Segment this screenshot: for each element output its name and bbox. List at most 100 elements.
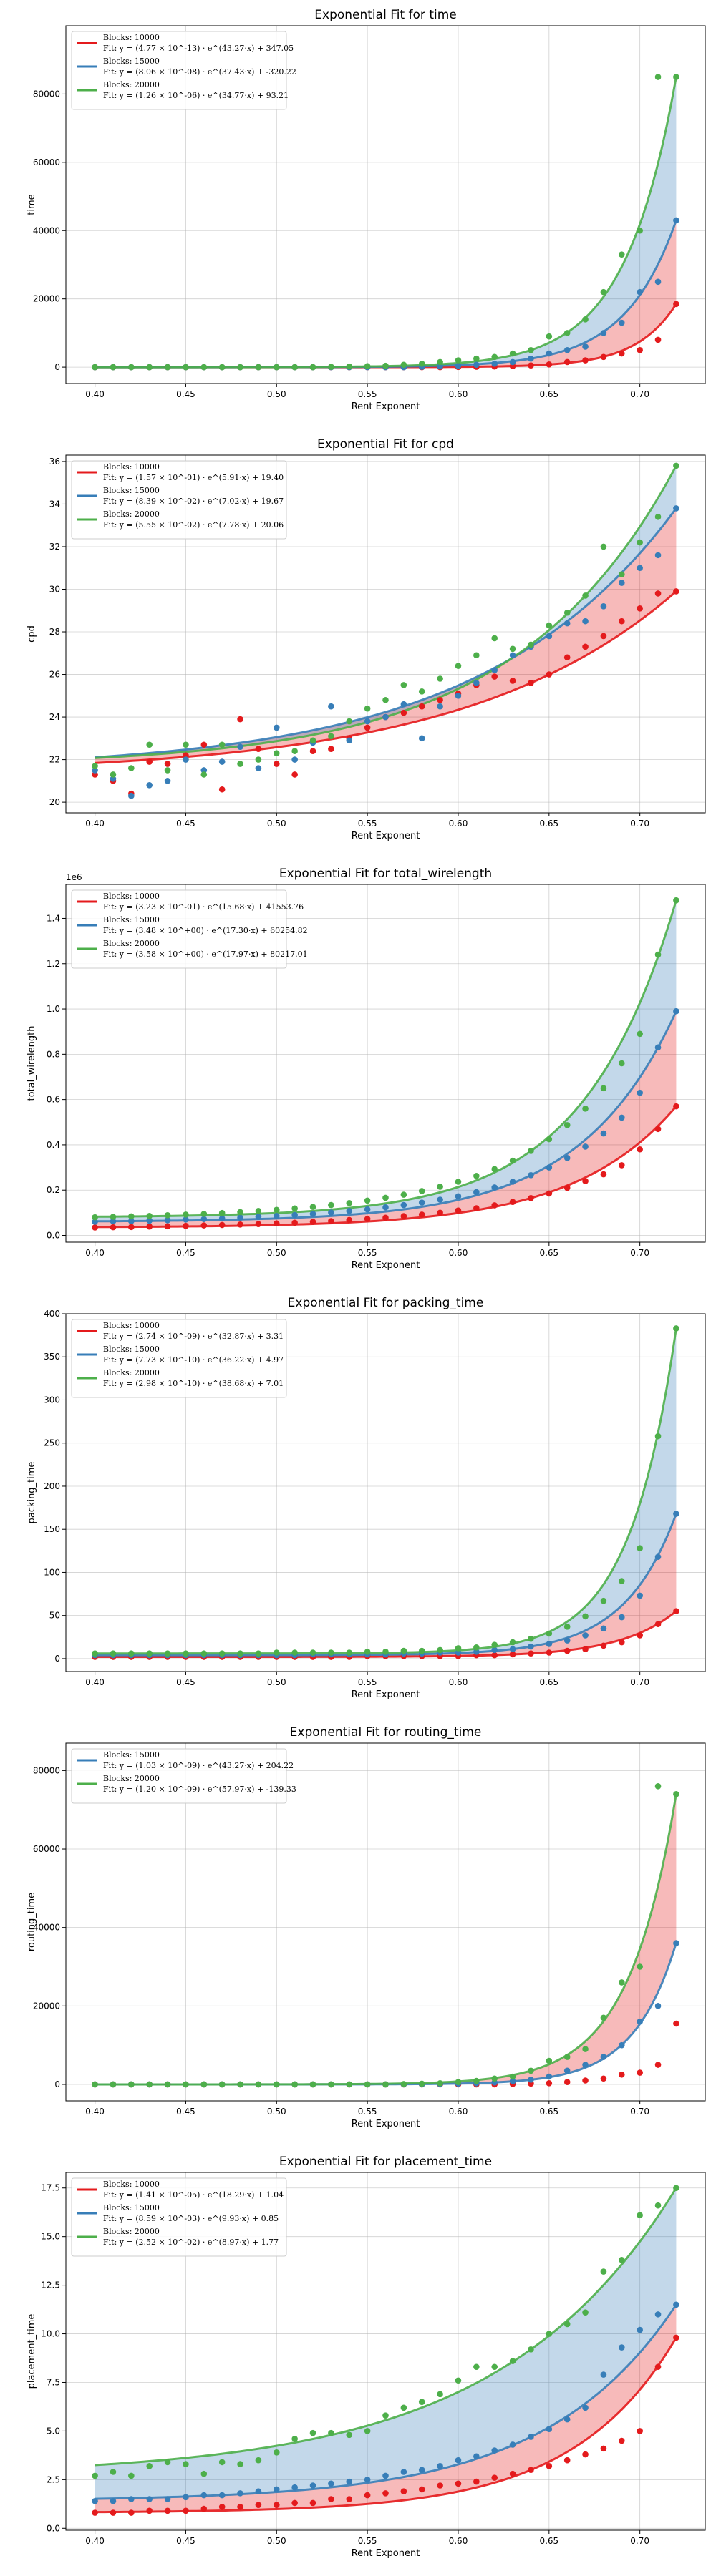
data-point bbox=[382, 1214, 389, 1221]
data-point bbox=[546, 1641, 553, 1647]
data-point bbox=[509, 1646, 516, 1652]
data-point bbox=[546, 2426, 553, 2432]
data-point bbox=[654, 552, 662, 559]
x-tick-label: 0.45 bbox=[176, 1677, 195, 1687]
data-point bbox=[218, 1209, 226, 1216]
legend-entry-fit: Fit: y = (5.55 × 10^-02) · e^(7.78·x) + … bbox=[103, 520, 284, 530]
data-point bbox=[491, 667, 498, 673]
data-point bbox=[164, 1650, 171, 1657]
data-point bbox=[218, 1650, 226, 1657]
y-tick-label: 30 bbox=[49, 585, 60, 595]
data-point bbox=[346, 363, 353, 370]
legend-entry-fit: Fit: y = (1.41 × 10^-05) · e^(18.29·x) +… bbox=[103, 2190, 284, 2200]
x-axis-label: Rent Exponent bbox=[352, 2548, 420, 2559]
y-tick-label: 200 bbox=[44, 1481, 60, 1491]
data-point bbox=[237, 761, 243, 767]
data-point bbox=[637, 1545, 643, 1552]
data-point bbox=[528, 2067, 534, 2074]
data-point bbox=[600, 288, 607, 296]
data-point bbox=[146, 1217, 153, 1224]
data-point bbox=[654, 336, 662, 343]
data-point bbox=[146, 2507, 153, 2514]
y-tick-label: 12.5 bbox=[41, 2280, 60, 2290]
data-point bbox=[619, 580, 625, 586]
data-point bbox=[364, 363, 371, 369]
data-point bbox=[582, 2062, 589, 2068]
data-point bbox=[110, 1650, 117, 1657]
x-axis-label: Rent Exponent bbox=[352, 401, 420, 412]
data-point bbox=[673, 2334, 679, 2341]
data-point bbox=[110, 2509, 117, 2516]
legend-box bbox=[71, 460, 287, 540]
data-point bbox=[473, 2453, 480, 2460]
data-point bbox=[491, 1641, 498, 1648]
data-point bbox=[619, 2437, 625, 2444]
data-point bbox=[563, 330, 571, 336]
data-point bbox=[546, 622, 553, 629]
data-point bbox=[437, 2080, 443, 2087]
chart-5: Exponential Fit for routing_time 0.40 0.45… bbox=[26, 1725, 706, 2129]
fit-line-2 bbox=[95, 507, 677, 758]
y-offset-text: 1e6 bbox=[66, 872, 82, 882]
legend-box bbox=[71, 1319, 287, 1398]
data-point bbox=[92, 763, 98, 769]
data-point bbox=[273, 724, 280, 731]
data-point bbox=[164, 1217, 171, 1224]
data-point bbox=[291, 364, 298, 371]
data-point bbox=[654, 514, 662, 520]
data-point bbox=[110, 2469, 117, 2475]
axes-frame bbox=[65, 25, 706, 384]
chart-1: Exponential Fit for time 0.40 0.45 0.50 0.55… bbox=[26, 8, 706, 412]
x-tick-label: 0.55 bbox=[358, 1248, 377, 1258]
data-point bbox=[200, 1222, 208, 1229]
data-point bbox=[200, 2505, 208, 2512]
data-point bbox=[92, 1224, 98, 1231]
data-point bbox=[164, 1223, 171, 1230]
data-point bbox=[509, 1157, 516, 1164]
data-point bbox=[400, 1191, 407, 1198]
x-tick-label: 0.60 bbox=[449, 389, 468, 399]
data-point bbox=[183, 1211, 189, 1218]
data-point bbox=[291, 1211, 298, 1219]
data-point bbox=[455, 663, 462, 669]
y-tick-label: 80000 bbox=[33, 89, 60, 99]
data-point bbox=[600, 330, 607, 336]
data-point bbox=[528, 346, 534, 353]
legend: Blocks: 10000 Fit: y = (2.74 × 10^-09) · … bbox=[71, 1319, 287, 1398]
data-point bbox=[218, 2504, 226, 2510]
data-point bbox=[437, 2482, 443, 2489]
data-point bbox=[654, 74, 662, 80]
data-point bbox=[128, 1213, 135, 1220]
data-point bbox=[364, 1206, 371, 1213]
data-point bbox=[546, 350, 553, 357]
data-point bbox=[619, 1060, 625, 1067]
data-point bbox=[473, 1189, 480, 1196]
data-point bbox=[218, 786, 226, 793]
data-point bbox=[291, 1219, 298, 1226]
x-axis-label: Rent Exponent bbox=[352, 1689, 420, 1700]
data-point bbox=[255, 1221, 262, 1227]
legend: Blocks: 10000 Fit: y = (4.77 × 10^-13) · … bbox=[71, 31, 296, 110]
data-point bbox=[128, 1650, 135, 1657]
data-point bbox=[600, 1625, 607, 1632]
x-tick-label: 0.40 bbox=[85, 1248, 105, 1258]
legend-entry-fit: Fit: y = (4.77 × 10^-13) · e^(43.27·x) +… bbox=[103, 44, 294, 53]
data-point bbox=[291, 2484, 298, 2491]
data-point bbox=[328, 2081, 334, 2088]
data-point bbox=[637, 539, 643, 546]
data-point bbox=[346, 1208, 353, 1214]
data-point bbox=[400, 709, 407, 716]
data-point bbox=[164, 2459, 171, 2466]
legend-entry-name: Blocks: 10000 bbox=[103, 892, 160, 901]
legend-entry-name: Blocks: 15000 bbox=[103, 1345, 160, 1354]
data-point bbox=[637, 565, 643, 572]
data-point bbox=[418, 2486, 425, 2493]
data-point bbox=[309, 1219, 316, 1225]
data-point bbox=[509, 358, 516, 366]
x-tick-label: 0.65 bbox=[539, 389, 558, 399]
y-tick-label: 50 bbox=[49, 1611, 60, 1621]
data-point bbox=[237, 716, 243, 723]
data-point bbox=[346, 1216, 353, 1224]
data-point bbox=[237, 1221, 243, 1228]
